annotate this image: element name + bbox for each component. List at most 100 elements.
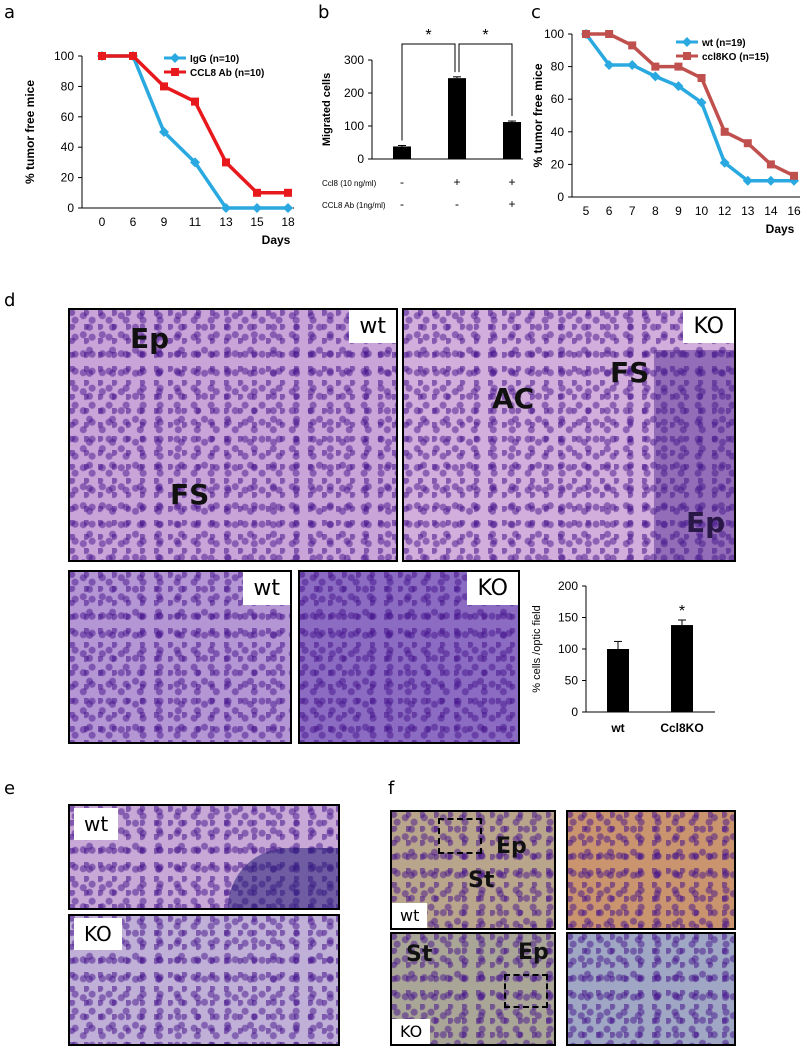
x-tick-label: 6 xyxy=(130,215,137,229)
tag-ko: KO xyxy=(683,310,734,343)
y-tick-label: 200 xyxy=(344,86,364,100)
epithelium-region xyxy=(654,350,734,560)
panel-label-b: b xyxy=(318,2,330,23)
y-tick-label: 20 xyxy=(61,171,75,185)
y-tick-label: 40 xyxy=(61,140,75,154)
legend-label: IgG (n=10) xyxy=(190,54,239,65)
x-tick-label: 14 xyxy=(764,204,778,218)
bar xyxy=(393,146,411,159)
data-point xyxy=(743,139,752,148)
bar xyxy=(448,78,466,159)
chart-c-survival: 0 20 40 60 80 100 5 6 7 8 9 10 12 13 14 16 Days % tumor f… xyxy=(531,27,801,236)
micrograph-e-wt: wt xyxy=(68,804,340,910)
y-tick-label: 100 xyxy=(344,119,364,133)
data-point xyxy=(697,74,706,83)
significance-star: * xyxy=(482,27,488,44)
y-tick-label: 200 xyxy=(558,579,578,593)
x-tick-label: 8 xyxy=(652,204,659,218)
label-ep: Ep xyxy=(496,834,527,859)
inset-box xyxy=(438,818,482,854)
data-point xyxy=(742,175,753,186)
condition-sign: + xyxy=(508,197,515,211)
x-tick-label: wt xyxy=(610,721,624,735)
y-tick-label: 20 xyxy=(551,157,565,171)
data-point xyxy=(222,158,230,167)
label-st: St xyxy=(406,942,433,967)
y-axis-label: Migrated cells xyxy=(321,73,333,146)
data-point xyxy=(719,157,730,168)
panel-label-a: a xyxy=(4,2,16,23)
data-point xyxy=(628,41,637,50)
significance-bracket xyxy=(401,43,456,141)
label-ep: Ep xyxy=(518,940,549,965)
y-tick-label: 100 xyxy=(544,27,564,41)
panel-label-d: d xyxy=(4,290,16,311)
data-point xyxy=(605,30,614,38)
x-axis-label: Days xyxy=(262,233,291,247)
tag-ko: KO xyxy=(467,572,518,605)
significance-star: * xyxy=(425,27,431,44)
x-tick-label: Ccl8KO xyxy=(660,721,703,735)
condition-label: CCL8 Ab (1ng/ml) xyxy=(322,201,386,210)
micrograph-d-wt-low: wt Ep FS xyxy=(68,308,398,562)
x-tick-label: 18 xyxy=(281,215,295,229)
condition-sign: - xyxy=(455,197,459,211)
data-point xyxy=(673,81,684,92)
legend-marker xyxy=(682,37,692,47)
panel-label-e: e xyxy=(4,778,16,799)
label-ep: Ep xyxy=(130,322,170,355)
tag-wt: wt xyxy=(392,903,428,928)
tag-wt: wt xyxy=(349,310,396,343)
significance-bracket xyxy=(458,43,513,117)
tag-wt: wt xyxy=(74,808,119,840)
dense-nuclei-region xyxy=(228,848,338,908)
x-tick-label: 15 xyxy=(250,215,264,229)
data-point xyxy=(129,52,137,60)
legend-marker xyxy=(683,52,691,60)
y-tick-label: 100 xyxy=(558,642,578,656)
x-tick-label: 10 xyxy=(695,204,709,218)
y-axis-label: % tumor free mice xyxy=(531,63,545,167)
data-point xyxy=(284,188,292,197)
label-ep: Ep xyxy=(686,506,726,539)
chart-d-cell-density: 0 50 100 150 200 % cells /optic field wt * Ccl8K… xyxy=(531,579,715,735)
data-point xyxy=(696,97,707,108)
y-tick-label: 0 xyxy=(571,705,578,719)
micrograph-d-ko-high: KO xyxy=(298,570,520,744)
label-fs: FS xyxy=(610,356,650,389)
legend-marker xyxy=(171,68,179,76)
data-point xyxy=(651,62,660,71)
y-tick-label: 80 xyxy=(61,79,75,93)
data-point xyxy=(98,52,106,60)
y-tick-label: 50 xyxy=(565,674,579,688)
data-point xyxy=(650,71,661,82)
condition-sign: - xyxy=(400,197,404,211)
data-point xyxy=(221,203,231,213)
chart-a-survival: 0 20 40 60 80 100 0 6 9 11 13 15 18 Days % tumor free … xyxy=(23,49,295,247)
micrograph-f-wt-inset xyxy=(566,810,736,930)
data-point xyxy=(720,127,729,136)
chart-b-migration: 0 100 200 300 Migrated cells * * Ccl8 (10 ng/ml… xyxy=(321,27,523,211)
data-point xyxy=(627,59,638,70)
tag-ko: KO xyxy=(392,1019,431,1044)
data-point xyxy=(604,59,615,70)
condition-sign: + xyxy=(508,175,515,189)
data-point xyxy=(790,171,798,180)
y-tick-label: 100 xyxy=(54,49,74,63)
y-tick-label: 60 xyxy=(551,92,565,106)
data-point xyxy=(190,157,200,168)
data-point xyxy=(191,97,199,106)
data-point xyxy=(160,82,168,91)
x-tick-label: 12 xyxy=(718,204,732,218)
x-tick-label: 9 xyxy=(161,215,168,229)
y-tick-label: 40 xyxy=(551,125,565,139)
x-tick-label: 5 xyxy=(583,204,590,218)
legend-label: ccl8KO (n=15) xyxy=(702,52,769,63)
data-point xyxy=(252,203,262,213)
condition-sign: - xyxy=(400,175,404,189)
bar xyxy=(503,122,521,159)
y-tick-label: 0 xyxy=(67,201,74,215)
bar xyxy=(671,625,693,712)
data-point xyxy=(766,160,775,169)
data-point xyxy=(582,30,590,38)
